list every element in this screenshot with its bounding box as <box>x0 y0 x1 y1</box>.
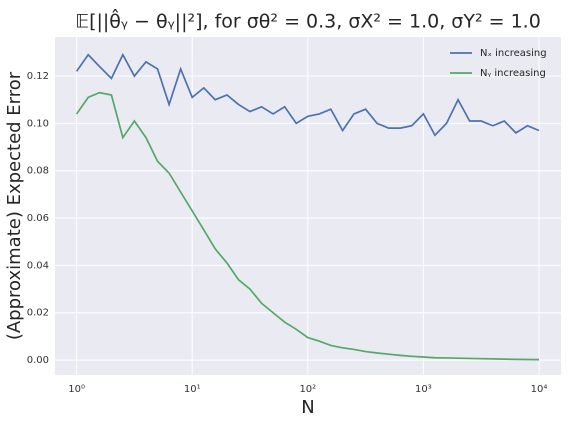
y-tick-label: 0.10 <box>27 118 49 129</box>
y-axis-label: (Approximate) Expected Error <box>4 71 25 340</box>
y-tick-label: 0.12 <box>27 71 49 82</box>
y-tick-label: 0.06 <box>27 213 49 224</box>
x-tick-label: 10⁰ <box>68 384 85 395</box>
y-tick-label: 0.08 <box>27 166 49 177</box>
y-tick-label: 0.02 <box>27 308 49 319</box>
x-tick-label: 10³ <box>415 384 432 395</box>
y-tick-label: 0.04 <box>27 260 49 271</box>
x-tick-label: 10² <box>299 384 316 395</box>
y-tick-label: 0.00 <box>27 355 49 366</box>
line <box>75 52 540 137</box>
legend-label: Nᵧ increasing <box>480 68 546 79</box>
line <box>75 91 540 361</box>
x-tick-label: 10¹ <box>184 384 201 395</box>
x-axis-label: N <box>301 397 314 418</box>
legend-label: Nₓ increasing <box>480 48 547 59</box>
chart-title: 𝔼[||θ̂ᵧ − θᵧ||²], for σθ² = 0.3, σX² = 1… <box>75 8 541 32</box>
x-tick-label: 10⁴ <box>531 384 548 395</box>
